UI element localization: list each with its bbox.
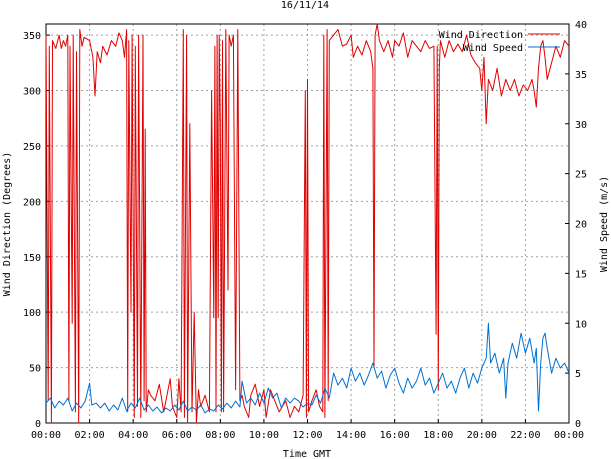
x-tick-label: 18:00	[423, 430, 453, 441]
series-lines	[45, 23, 570, 424]
x-tick-label: 22:00	[510, 430, 540, 441]
x-axis-label: Time GMT	[283, 449, 331, 459]
y-left-tick-label: 100	[23, 308, 41, 319]
x-tick-label: 08:00	[205, 430, 235, 441]
y-right-axis-ticks: 0 5 10 15 20 25 30 35 40	[565, 20, 587, 430]
legend-label-wind-direction: Wind Direction	[439, 30, 523, 41]
y-right-tick-label: 10	[575, 319, 587, 330]
x-tick-label: 14:00	[336, 430, 366, 441]
y-left-tick-label: 50	[29, 364, 41, 375]
y-right-tick-label: 25	[575, 170, 587, 181]
x-axis-ticks: 00:00 02:00 04:00 06:00 08:00 10:00 12:00 14:00…	[31, 419, 584, 441]
y-right-tick-label: 35	[575, 70, 587, 81]
x-tick-label: 04:00	[118, 430, 148, 441]
legend-label-wind-speed: Wind Speed	[463, 43, 523, 54]
x-tick-label: 16:00	[380, 430, 410, 441]
y-left-tick-label: 350	[23, 31, 41, 42]
chart-title: 16/11/14	[281, 0, 329, 11]
x-tick-label: 20:00	[467, 430, 497, 441]
legend: Wind Direction Wind Speed	[439, 30, 560, 54]
x-tick-label: 10:00	[249, 430, 279, 441]
y-left-tick-label: 150	[23, 253, 41, 264]
y-left-axis-ticks: 0 50 100 150 200 250 300 350	[23, 31, 50, 430]
y-left-tick-label: 250	[23, 142, 41, 153]
y-right-tick-label: 0	[575, 419, 581, 430]
y-right-tick-label: 40	[575, 20, 587, 31]
y-right-axis-label: Wind Speed (m/s)	[599, 176, 610, 272]
x-tick-label: 12:00	[292, 430, 322, 441]
y-left-axis-label: Wind Direction (Degrees)	[2, 152, 13, 297]
y-right-tick-label: 5	[575, 369, 581, 380]
series-line-wind-speed	[45, 322, 570, 414]
y-left-tick-label: 0	[35, 419, 41, 430]
x-tick-label: 06:00	[162, 430, 192, 441]
y-left-tick-label: 200	[23, 197, 41, 208]
series-line-wind-direction	[45, 23, 570, 424]
y-right-tick-label: 15	[575, 269, 587, 280]
y-left-tick-label: 300	[23, 87, 41, 98]
x-tick-label: 00:00	[31, 430, 61, 441]
y-right-tick-label: 30	[575, 120, 587, 131]
y-right-tick-label: 20	[575, 220, 587, 231]
x-tick-label: 00:00	[554, 430, 584, 441]
x-tick-label: 02:00	[75, 430, 105, 441]
